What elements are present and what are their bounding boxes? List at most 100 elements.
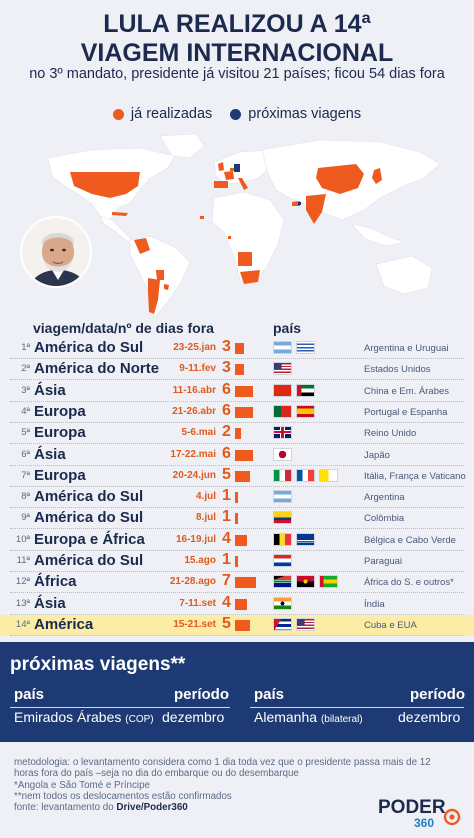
trip-row: 6ª Ásia 17-22.mai 6 Japão	[0, 445, 474, 466]
map-africa	[211, 191, 285, 285]
trip-flags	[273, 341, 315, 354]
footnote-source-name: Drive/Poder360	[116, 802, 188, 814]
upcoming-trips-panel: próximas viagens** país período Emirados…	[0, 642, 474, 742]
trip-destination: Europa	[34, 466, 86, 484]
trip-days: 6	[222, 444, 231, 462]
flag-cape-verde-icon	[296, 532, 315, 546]
flag-colombia-icon	[273, 511, 292, 525]
upcoming-country-1: Emirados Árabes (COP)	[14, 709, 154, 725]
row-separator	[10, 571, 464, 572]
map-greenland	[159, 133, 205, 159]
legend-upcoming-label: próximas viagens	[248, 106, 362, 122]
map-uruguay	[164, 284, 169, 290]
subtitle: no 3º mandato, presidente já visitou 21 …	[29, 66, 445, 82]
trip-days-bar	[235, 406, 253, 418]
trip-date: 21-26.abr	[172, 405, 216, 417]
map-china	[316, 164, 364, 194]
title-line-2: VIAGEM INTERNACIONAL	[80, 39, 394, 67]
trip-row: 3ª Ásia 11-16.abr 6 China e Em. Árabes	[0, 381, 474, 402]
trip-country: Japão	[364, 449, 390, 461]
trip-number: 3ª	[21, 384, 30, 396]
trip-date: 23-25.jan	[173, 342, 216, 353]
map-usa	[70, 172, 140, 198]
flag-argentina-icon	[273, 341, 292, 354]
logo-name: PODER	[378, 797, 446, 818]
flag-argentina-icon	[273, 490, 292, 504]
trip-destination: América do Sul	[34, 488, 144, 506]
row-separator	[10, 400, 464, 402]
upcoming-divider-2	[250, 707, 464, 708]
trip-number: 5ª	[21, 427, 30, 439]
row-separator	[10, 592, 464, 594]
map-uk	[218, 162, 224, 171]
legend-upcoming-dot	[230, 108, 242, 120]
upcoming-col-country-2: país	[254, 686, 285, 703]
legend-done: já realizadas	[112, 106, 212, 122]
trip-flags	[273, 617, 315, 631]
trip-days: 7	[222, 572, 231, 590]
upcoming-period-2: dezembro	[398, 709, 461, 725]
upcoming-country-2: Alemanha (bilateral)	[254, 709, 363, 725]
trip-row: 8ª América do Sul 4.jul 1 Argentina	[0, 487, 474, 509]
flag-paraguay-icon	[273, 554, 292, 567]
trip-country: Reino Unido	[364, 428, 417, 440]
upcoming-col-period-2: período	[410, 686, 465, 703]
trip-destination: Ásia	[34, 381, 66, 399]
trip-row: 13ª Ásia 7-11.set 4 Índia	[0, 594, 474, 615]
trip-destination: América do Sul	[34, 552, 144, 569]
trip-days-bar	[235, 513, 238, 525]
trip-date: 11-16.abr	[172, 384, 216, 396]
trip-days-bar	[235, 343, 244, 354]
row-separator	[10, 379, 464, 381]
flag-uruguay-icon	[296, 341, 315, 354]
trip-row: 4ª Europa 21-26.abr 6 Portugal e Espanha	[0, 402, 474, 423]
trip-flags	[273, 383, 315, 397]
trip-days-bar	[235, 534, 247, 546]
trip-number: 7ª	[21, 469, 30, 481]
trip-date: 4.jul	[195, 491, 216, 503]
row-separator	[10, 549, 464, 551]
trip-row: 12ª África 21-28.ago 7 África do S. e outros…	[0, 572, 474, 594]
trip-number: 9ª	[21, 512, 30, 524]
trip-country: Argentina e Uruguai	[364, 343, 449, 354]
trip-days: 2	[222, 423, 231, 441]
flag-vatican-icon	[319, 468, 338, 482]
trip-flags	[273, 426, 292, 440]
trip-flags	[273, 490, 292, 504]
flag-france-icon	[296, 468, 315, 482]
row-separator	[10, 507, 464, 509]
legend-upcoming: próximas viagens	[230, 106, 361, 122]
row-separator	[10, 421, 464, 423]
trip-number: 12ª	[15, 576, 30, 588]
trip-row: 10ª Europa e África 16-19.jul 4 Bélgica e Ca…	[0, 530, 474, 551]
trip-flags	[273, 575, 338, 589]
trip-row: 7ª Europa 20-24.jun 5 Itália, França e Vatic…	[0, 466, 474, 487]
row-separator	[10, 528, 464, 530]
trip-days: 1	[222, 551, 231, 568]
trip-date: 15.ago	[184, 555, 216, 566]
trip-number: 14ª	[15, 618, 30, 630]
flag-uk-icon	[273, 426, 292, 440]
upcoming-country-2-note: (bilateral)	[320, 714, 363, 725]
footnotes: metodologia: o levantamento considera co…	[14, 757, 454, 813]
trip-days: 4	[222, 529, 231, 547]
upcoming-divider-1	[10, 707, 230, 708]
trip-destination: Europa	[34, 402, 86, 420]
map-legend: já realizadas próximas viagens	[0, 106, 474, 122]
map-france	[224, 171, 234, 180]
trip-destination: América do Norte	[34, 360, 160, 378]
row-separator	[10, 443, 464, 445]
map-paraguay	[156, 270, 164, 280]
logo-dot	[449, 814, 455, 820]
trip-days-bar	[235, 492, 238, 504]
trip-number: 10ª	[15, 533, 30, 545]
trip-date: 8.jul	[195, 512, 216, 524]
trip-destination: América do Sul	[34, 509, 144, 527]
upcoming-country-2-name: Alemanha	[254, 709, 318, 725]
logo-ring	[443, 808, 461, 826]
trip-date: 5-6.mai	[181, 427, 216, 439]
upcoming-col-country-1: país	[14, 686, 45, 703]
map-japan	[372, 168, 382, 184]
trip-flags	[273, 511, 292, 525]
footnote-2: **nem todos os deslocamentos estão confi…	[14, 790, 232, 802]
